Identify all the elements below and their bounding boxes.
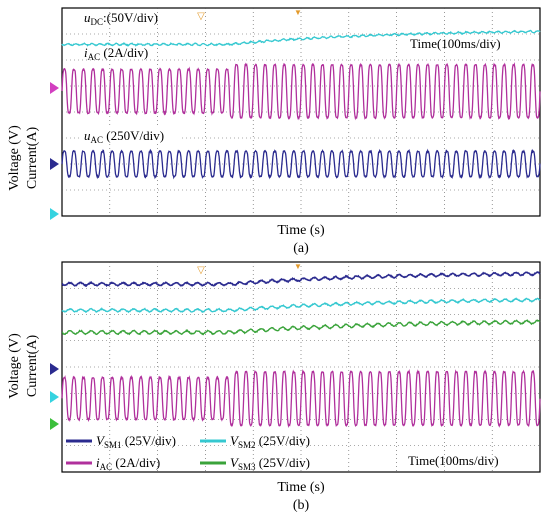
panel-a-ch-marker-udc bbox=[50, 208, 59, 220]
panel-a-trace-iac bbox=[61, 61, 541, 121]
panel-a-trace-uac bbox=[61, 148, 541, 180]
panel-b-traces bbox=[61, 271, 541, 429]
panel-b-ylabel-current: Current(A) bbox=[25, 335, 40, 398]
panel-b-caption: (b) bbox=[293, 498, 310, 513]
panel-b-trace-vsm1 bbox=[61, 271, 541, 288]
panel-a-top-marker: ▼ bbox=[294, 8, 302, 17]
panel-b-trace-vsm3 bbox=[61, 319, 541, 336]
panel-a-trigger-marker: ▽ bbox=[197, 11, 205, 22]
panel-b-time-scale: Time(100ms/div) bbox=[408, 453, 499, 468]
legend-label-iac: iAC (2A/div) bbox=[96, 455, 160, 472]
panel-b-ch-marker-vsm2 bbox=[50, 391, 59, 403]
panel-a-time-scale: Time(100ms/div) bbox=[410, 36, 501, 51]
panel-a-grid bbox=[62, 8, 540, 216]
legend-label-vsm1: VSM1 (25V/div) bbox=[96, 433, 176, 450]
panel-a-trace-udc bbox=[61, 29, 541, 47]
panel-b-trace-vsm2 bbox=[61, 297, 541, 314]
panel-a-label-iac: iAC (2A/div) bbox=[84, 45, 148, 62]
panel-a-label-udc: uDC:(50V/div) bbox=[84, 10, 158, 27]
panel-b-top-marker: ▼ bbox=[294, 262, 302, 271]
panel-a-ylabel-current: Current(A) bbox=[25, 127, 40, 190]
legend-label-vsm2: VSM2 (25V/div) bbox=[230, 433, 310, 450]
panel-a-label-uac: uAC (250V/div) bbox=[84, 128, 164, 145]
panel-a-caption: (a) bbox=[293, 241, 309, 256]
panel-a: Voltage (V) Current(A) ▽ ▼ uDC:(50V/div)… bbox=[7, 7, 541, 256]
panel-a-ch-marker-iac bbox=[50, 82, 59, 94]
panel-a-traces bbox=[61, 29, 541, 180]
panel-b-trace-iac bbox=[61, 368, 541, 429]
panel-a-ylabel-voltage: Voltage (V) bbox=[7, 125, 22, 191]
panel-a-ch-marker-uac bbox=[50, 158, 59, 170]
panel-b-ylabel-voltage: Voltage (V) bbox=[7, 333, 22, 399]
panel-b-grid bbox=[62, 262, 540, 472]
panel-b-ch-marker-vsm1 bbox=[50, 363, 59, 375]
panel-b-legend: VSM1 (25V/div) VSM2 (25V/div) iAC (2A/di… bbox=[66, 433, 310, 472]
legend-label-vsm3: VSM3 (25V/div) bbox=[230, 455, 310, 472]
panel-a-xlabel: Time (s) bbox=[277, 223, 325, 238]
panel-b-trigger-marker: ▽ bbox=[197, 265, 205, 276]
panel-b-ch-marker-vsm3 bbox=[50, 418, 59, 430]
panel-b-xlabel: Time (s) bbox=[277, 480, 325, 495]
panel-b: Voltage (V) Current(A) ▽ ▼ VSM1 (25V/div… bbox=[7, 261, 541, 513]
